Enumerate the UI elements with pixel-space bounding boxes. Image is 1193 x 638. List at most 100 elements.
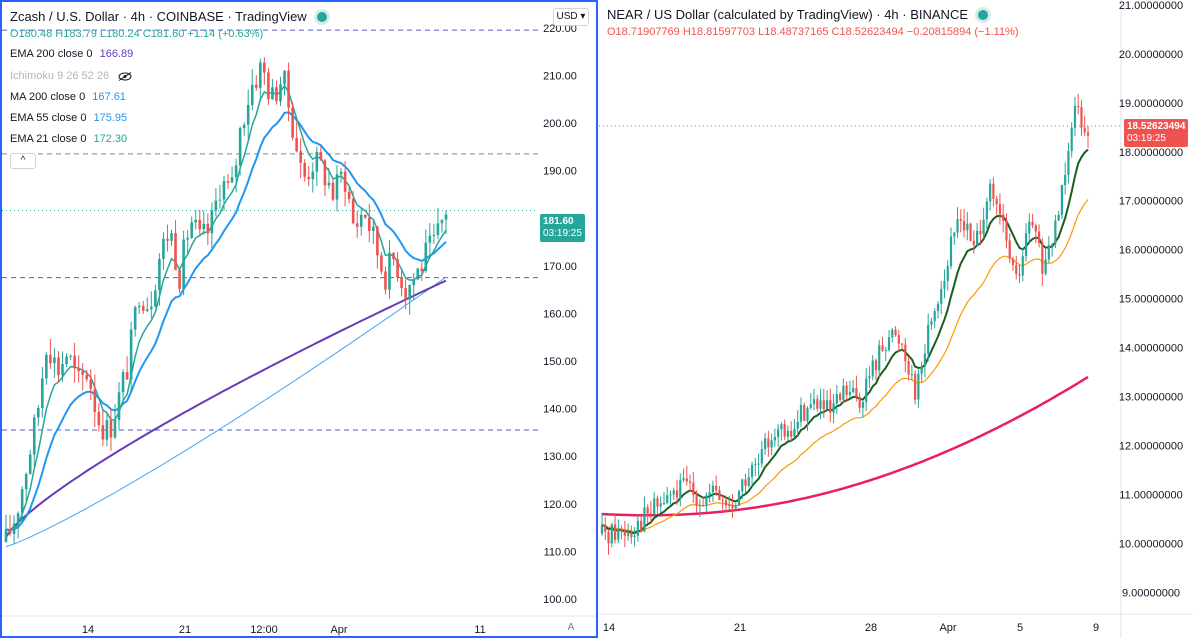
candle-body — [166, 238, 169, 241]
candle-body — [1018, 274, 1021, 276]
indicator-label: EMA 200 close 0 — [10, 48, 93, 60]
indicator-value: 172.30 — [93, 133, 128, 145]
near-open: O18.71907769 — [607, 26, 680, 38]
candle-body — [992, 183, 995, 199]
candle-body — [887, 337, 891, 351]
candle-body — [1002, 214, 1005, 221]
candle-body — [721, 500, 724, 502]
y-tick-label: 170.00 — [543, 261, 577, 273]
candle-body — [1047, 245, 1050, 260]
candle-body — [891, 329, 894, 338]
candle-body — [436, 223, 440, 236]
candle-body — [117, 392, 121, 420]
candle-body — [933, 311, 936, 322]
candle-body — [861, 402, 865, 408]
candle-body — [832, 403, 835, 413]
candle-body — [982, 219, 985, 235]
candle-body — [182, 239, 185, 289]
indicator-ema21[interactable]: EMA 21 close 0 172.30 — [10, 133, 127, 145]
candle-body — [773, 437, 776, 441]
indicator-ichimoku[interactable]: Ichimoku 9 26 52 26 — [10, 70, 132, 82]
candle-body — [692, 482, 695, 495]
candle-body — [121, 372, 125, 393]
near-chart-pane[interactable]: 9.00000000 10.00000000 11.00000000 12.00000… — [599, 0, 1193, 638]
candle-body — [600, 524, 604, 534]
y-tick-label: 100.00 — [543, 594, 577, 606]
candle-body — [962, 220, 966, 231]
candle-body — [839, 394, 842, 400]
candle-body — [822, 400, 825, 410]
candle-body — [24, 474, 28, 490]
candle-body — [610, 524, 613, 544]
candle-body — [780, 424, 783, 430]
candle-body — [626, 533, 630, 536]
candle-body — [214, 200, 218, 211]
candle-body — [141, 305, 145, 312]
candle-body — [656, 498, 659, 507]
candle-body — [835, 394, 838, 404]
candle-body — [1083, 127, 1086, 133]
candle-body — [4, 529, 8, 542]
y-tick-label: 16.00000000 — [1119, 245, 1183, 257]
candle-body — [682, 478, 685, 481]
candle-body — [81, 371, 84, 375]
candle-body — [16, 513, 20, 524]
indicator-ema200[interactable]: EMA 200 close 0 166.89 — [10, 48, 133, 60]
candle-body — [985, 201, 988, 220]
y-tick-label: 13.00000000 — [1119, 392, 1183, 404]
zcash-chart-svg[interactable]: 100.00 110.00 120.00 130.00 140.00 150.00 160.… — [2, 2, 596, 636]
auto-scale-button[interactable]: A — [567, 622, 575, 633]
candle-body — [97, 411, 101, 426]
indicator-ema55[interactable]: EMA 55 close 0 175.95 — [10, 112, 127, 124]
candle-body — [672, 490, 675, 495]
indicator-ma200[interactable]: MA 200 close 0 167.61 — [10, 91, 126, 103]
candle-body — [428, 235, 432, 243]
candle-body — [295, 137, 298, 152]
candle-body — [966, 223, 969, 231]
candle-body — [897, 335, 900, 344]
near-chart-svg[interactable]: 9.00000000 10.00000000 11.00000000 12.00000… — [599, 0, 1193, 638]
near-price-tag: 18.52623494 03:19:25 — [1124, 119, 1189, 147]
red-ma-line — [601, 375, 1089, 517]
currency-label: USD — [556, 11, 578, 22]
candle-body — [623, 530, 626, 536]
candle-body — [998, 204, 1002, 215]
candle-body — [299, 151, 302, 163]
candle-body — [744, 479, 747, 486]
x-tick-label: 14 — [82, 624, 94, 636]
zcash-chart-pane[interactable]: 100.00 110.00 120.00 130.00 140.00 150.00 160.… — [0, 0, 598, 638]
indicator-value: 166.89 — [99, 48, 134, 60]
candle-body — [420, 268, 424, 272]
candle-body — [133, 307, 137, 330]
candle-body — [331, 182, 335, 200]
candle-body — [1028, 221, 1031, 234]
candle-body — [617, 528, 620, 540]
y-tick-label: 130.00 — [543, 451, 577, 463]
candle-body — [894, 329, 897, 336]
candle-body — [920, 366, 923, 374]
candle-body — [125, 372, 129, 380]
candle-body — [630, 533, 633, 538]
candle-body — [989, 183, 992, 202]
near-title-text: NEAR / US Dollar (calculated by TradingV… — [607, 7, 968, 22]
candle-body — [708, 492, 711, 496]
candle-body — [793, 428, 796, 437]
currency-select[interactable]: USD ▾ — [553, 8, 589, 26]
collapse-indicators-button[interactable]: ^ — [10, 153, 36, 169]
candle-body — [246, 105, 250, 125]
candle-body — [271, 87, 274, 100]
candle-body — [412, 279, 416, 286]
candle-body — [959, 219, 962, 221]
candle-body — [311, 171, 315, 180]
zcash-low: L180.24 — [99, 28, 140, 40]
candle-body — [711, 485, 714, 493]
candle-body — [620, 528, 623, 531]
candle-body — [643, 507, 646, 532]
candle-body — [408, 285, 411, 300]
candle-body — [315, 151, 319, 172]
candle-body — [150, 306, 153, 310]
candle-body — [649, 513, 653, 515]
candle-body — [940, 288, 943, 304]
candle-body — [927, 324, 930, 354]
hidden-eye-icon[interactable] — [118, 71, 132, 81]
